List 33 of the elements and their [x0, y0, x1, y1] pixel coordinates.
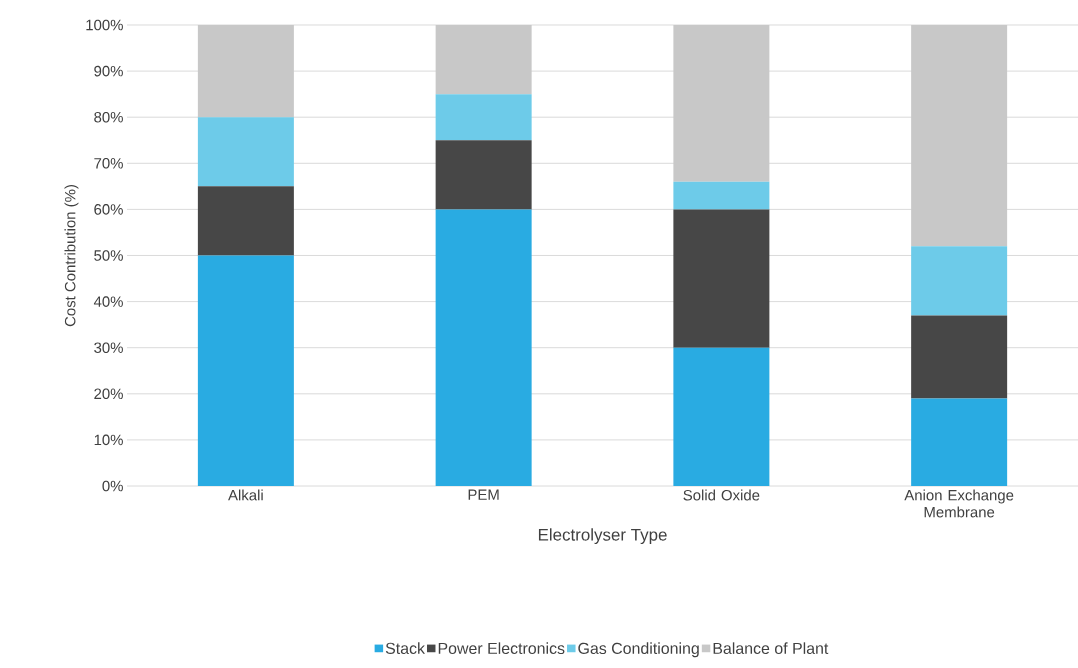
- y-tick-label: 70%: [94, 158, 123, 169]
- bar: [435, 209, 532, 486]
- y-tick-label: 100%: [86, 19, 123, 31]
- y-tick-label: 60%: [94, 204, 123, 215]
- x-axis-title: Electrolyser Type: [538, 528, 667, 545]
- x-tick-label: Solid Oxide: [683, 489, 760, 501]
- x-tick-label: Anion Exchange Membrane: [904, 489, 1014, 518]
- y-tick-label: 10%: [94, 434, 123, 446]
- y-tick-label: 20%: [94, 388, 123, 400]
- x-tick-label: Alkali: [228, 489, 263, 501]
- legend-label: Gas Conditioning: [578, 642, 699, 658]
- legend-label: Stack: [385, 642, 425, 655]
- bar: [911, 398, 1008, 486]
- y-axis-title: Cost Contribution (%): [64, 185, 79, 327]
- bar: [911, 246, 1008, 316]
- bar: [673, 181, 770, 210]
- y-tick-label: 50%: [94, 250, 123, 261]
- x-tick-label: PEM: [468, 489, 499, 500]
- bar: [197, 117, 294, 187]
- legend-label: Balance of Plant: [713, 642, 829, 655]
- y-tick-label: 30%: [94, 342, 123, 353]
- bar: [673, 347, 770, 486]
- y-tick-label: 0%: [102, 480, 123, 492]
- bar: [435, 94, 532, 141]
- y-tick-label: 90%: [94, 65, 123, 77]
- bar: [197, 186, 294, 256]
- bar: [673, 209, 770, 348]
- legend-label: Power Electronics: [438, 642, 565, 655]
- bar: [197, 255, 294, 486]
- y-tick-label: 40%: [93, 296, 123, 307]
- bar: [435, 140, 532, 210]
- bar: [911, 315, 1008, 399]
- y-tick-label: 80%: [94, 111, 123, 123]
